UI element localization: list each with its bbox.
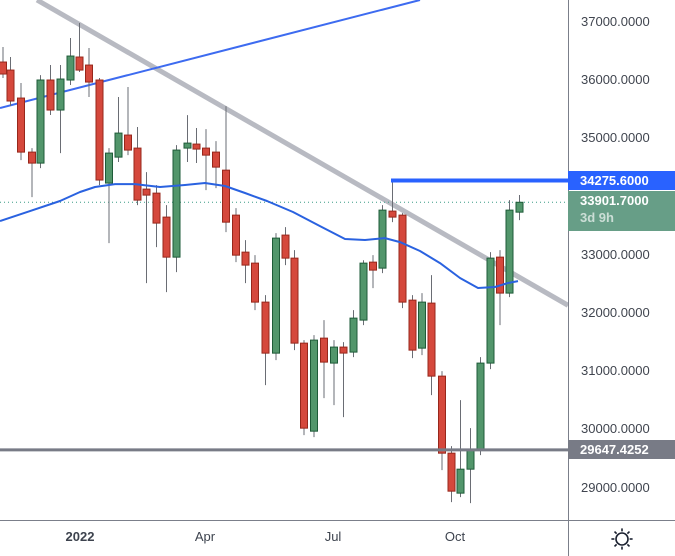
- candle-body: [438, 375, 446, 454]
- candle-body: [56, 78, 65, 111]
- theme-toggle-button[interactable]: [569, 521, 675, 556]
- candle-body: [505, 209, 514, 294]
- candle-body: [427, 302, 436, 377]
- time-tick-label: Jul: [324, 529, 342, 544]
- sun-icon: [611, 527, 633, 550]
- candle-body: [95, 79, 104, 181]
- ascending-trendline[interactable]: [0, 0, 421, 109]
- bar-countdown: 3d 9h: [580, 210, 614, 226]
- candle-body: [85, 64, 93, 83]
- candle-body: [142, 188, 151, 196]
- time-tick-label: Apr: [194, 529, 216, 544]
- candle-body: [418, 301, 426, 349]
- price-tick-label: 36000.0000: [581, 72, 650, 88]
- candle-body: [152, 192, 161, 224]
- candle-body: [232, 214, 240, 256]
- candle-body: [251, 262, 259, 303]
- candle-body: [339, 346, 348, 354]
- price-tick-label: 29000.0000: [581, 479, 650, 495]
- candle-body: [281, 234, 290, 259]
- support-price-label: 29647.4252: [568, 440, 675, 460]
- support-price-value: 29647.4252: [580, 442, 649, 458]
- candle-body: [330, 346, 338, 364]
- candle-body: [0, 61, 7, 75]
- candle-body: [261, 301, 270, 354]
- candle-body: [241, 251, 250, 266]
- candle-body: [359, 262, 368, 321]
- price-tick-label: 31000.0000: [581, 363, 650, 379]
- candle-body: [398, 214, 407, 303]
- chart-pane[interactable]: [0, 0, 570, 520]
- candle-body: [172, 149, 181, 258]
- candle-body: [28, 151, 36, 164]
- candle-body: [456, 468, 465, 494]
- candle-body: [114, 132, 123, 158]
- candle-body: [192, 143, 201, 150]
- time-axis[interactable]: 2022 Apr Jul Oct: [0, 521, 568, 556]
- price-tick-label: 33000.0000: [581, 246, 650, 262]
- last-price-label: 33901.7000 3d 9h: [568, 191, 675, 232]
- price-chart[interactable]: [0, 0, 570, 520]
- candle-body: [300, 342, 308, 429]
- moving-average-line[interactable]: [0, 182, 519, 289]
- candle-body: [272, 237, 280, 354]
- candle-body: [369, 261, 377, 271]
- candle-body: [133, 147, 142, 201]
- candle-body: [476, 362, 485, 450]
- price-axis-separator: [568, 0, 569, 556]
- price-tick-label: 30000.0000: [581, 421, 650, 437]
- price-tick-label: 37000.0000: [581, 14, 650, 29]
- candle-body: [105, 152, 113, 184]
- descending-trendline[interactable]: [35, 0, 570, 308]
- candle-body: [515, 201, 524, 213]
- candle-body: [486, 257, 495, 364]
- candle-body: [222, 169, 230, 223]
- time-tick-label: 2022: [65, 529, 95, 544]
- last-price-value: 33901.7000: [580, 193, 649, 209]
- candle-body: [66, 55, 75, 81]
- candle-body: [6, 69, 15, 102]
- candle-body: [388, 210, 397, 218]
- candle-body: [447, 452, 456, 492]
- candle-body: [349, 317, 358, 353]
- resistance-price-value: 34275.6000: [580, 173, 649, 189]
- time-axis-separator: [0, 520, 675, 521]
- candle-body: [466, 448, 475, 470]
- price-axis[interactable]: 37000.0000 36000.0000 35000.0000 33000.0000…: [569, 0, 675, 520]
- price-tick-label: 32000.0000: [581, 304, 650, 320]
- candle-body: [496, 256, 504, 294]
- candle-body: [46, 79, 55, 111]
- candle-body: [290, 257, 299, 344]
- candle-body: [320, 337, 328, 363]
- time-tick-label: Oct: [444, 529, 466, 544]
- candle-body: [36, 79, 45, 164]
- candle-body: [17, 97, 25, 153]
- candle-body: [75, 56, 84, 71]
- price-tick-label: 35000.0000: [581, 130, 650, 146]
- candle-body: [124, 134, 132, 151]
- candle-body: [310, 339, 318, 432]
- candle-body: [202, 147, 210, 156]
- candle-body: [162, 216, 171, 258]
- candle-body: [183, 142, 192, 149]
- candle-body: [212, 151, 220, 168]
- candle-body: [408, 299, 417, 351]
- resistance-price-label: 34275.6000: [568, 171, 675, 191]
